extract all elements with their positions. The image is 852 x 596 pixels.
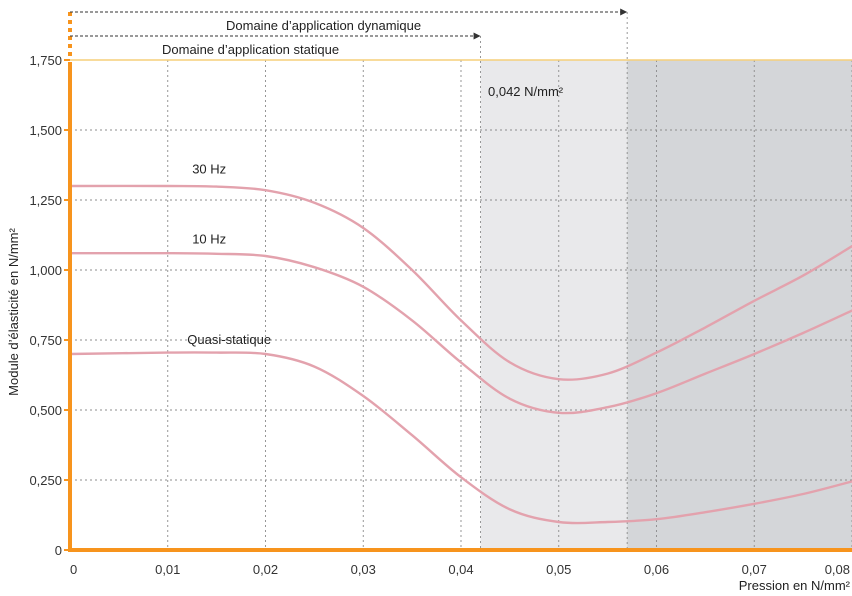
y-tick-label: 0,250: [29, 473, 62, 488]
x-tick-label: 0,01: [155, 562, 180, 577]
x-tick-label: 0,03: [351, 562, 376, 577]
curves: [68, 184, 852, 525]
x-tick-label: 0,05: [546, 562, 571, 577]
y-tick-label: 1,750: [29, 53, 62, 68]
static-domain-label: Domaine d’application statique: [162, 42, 339, 57]
annotations: 30 Hz 10 Hz Quasi-statique: [70, 8, 628, 347]
series-label: Quasi-statique: [187, 332, 271, 347]
x-tick-label: 0,04: [448, 562, 473, 577]
static-domain-arrow-arrowhead: [473, 32, 481, 40]
x-tick-label: 0,02: [253, 562, 278, 577]
grid: [70, 12, 852, 550]
x-tick-label: 0: [70, 562, 77, 577]
curve-3: [68, 351, 852, 525]
axes: [64, 12, 852, 552]
x-tick-label: 0,07: [742, 562, 767, 577]
y-tick-label: 0: [55, 543, 62, 558]
dynamic-domain-label: Domaine d’application dynamique: [226, 18, 421, 33]
y-tick-label: 1,000: [29, 263, 62, 278]
region-dynamic-only: [480, 60, 628, 550]
x-tick-label: 0,06: [644, 562, 669, 577]
tick-labels: 0 0,250 0,500 0,750 1,000 1,250 1,500 1,750 0 0,0…: [29, 53, 850, 577]
x-axis-label: Pression en N/mm²: [739, 578, 851, 593]
dynamic-domain-arrow-arrowhead: [620, 8, 628, 16]
series-label: 30 Hz: [192, 161, 226, 176]
y-tick-label: 0,500: [29, 403, 62, 418]
y-tick-label: 0,750: [29, 333, 62, 348]
x-tick-label: 0,08: [825, 562, 850, 577]
threshold-label: 0,042 N/mm²: [488, 84, 564, 99]
region-outside: [627, 60, 852, 550]
y-axis-label: Module d’élasticité en N/mm²: [6, 228, 21, 396]
curve-1: [68, 184, 852, 381]
series-label: 10 Hz: [192, 231, 226, 246]
y-tick-label: 1,250: [29, 193, 62, 208]
y-tick-label: 1,500: [29, 123, 62, 138]
curve-2: [68, 251, 852, 415]
application-regions: [480, 60, 852, 550]
